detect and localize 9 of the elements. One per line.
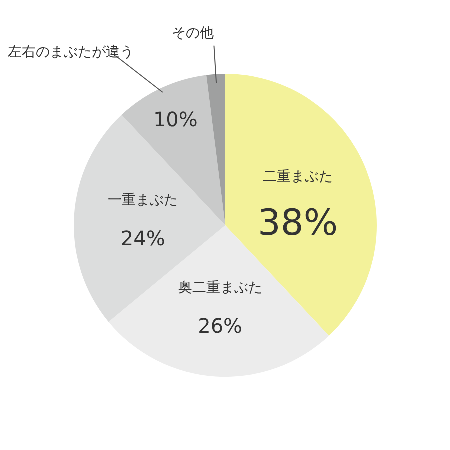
- slice-label: 奥二重まぶた: [178, 280, 262, 296]
- slice-label: 左右のまぶたが違う: [8, 44, 134, 60]
- data-label: 38%: [258, 202, 338, 244]
- slice-label: 二重まぶた: [263, 168, 334, 185]
- data-label: 24%: [120, 226, 166, 250]
- slice-label: 一重まぶた: [108, 192, 178, 208]
- data-label: 26%: [198, 314, 243, 338]
- slice-label: その他: [172, 25, 214, 42]
- data-label: 10%: [153, 108, 198, 132]
